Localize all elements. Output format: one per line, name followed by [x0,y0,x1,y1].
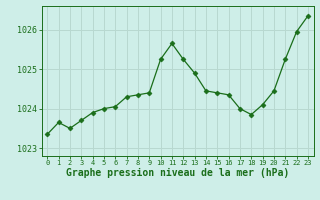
X-axis label: Graphe pression niveau de la mer (hPa): Graphe pression niveau de la mer (hPa) [66,168,289,178]
